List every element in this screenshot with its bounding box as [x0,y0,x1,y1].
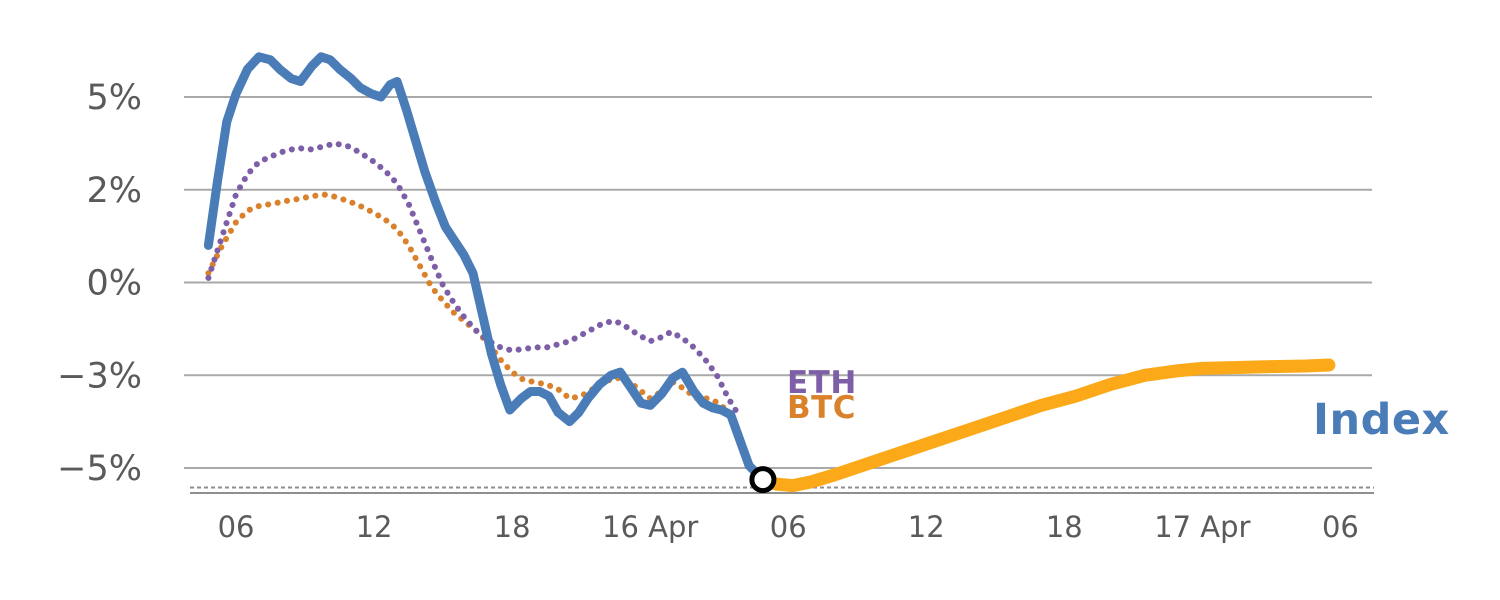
x-tick-label: 06 [1322,510,1359,544]
x-tick-label: 18 [1046,510,1083,544]
index-series-label: Index [1313,395,1450,445]
y-tick-label: −5% [57,449,142,489]
x-tick-label: 06 [218,510,255,544]
forecast-line [756,358,1336,493]
btc-series-label: BTC [787,390,857,426]
btc-line [205,191,734,418]
x-tick-label: 12 [356,510,393,544]
y-tick-label: 0% [86,264,142,304]
x-tick-label: 12 [908,510,945,544]
index-line [203,52,768,485]
y-tick-label: 2% [86,171,142,211]
y-tick-label: 5% [86,78,142,118]
x-tick-label: 18 [494,510,531,544]
x-tick-label: 17 Apr [1154,510,1250,544]
current-point-marker [749,466,777,494]
eth-series-label: ETH [787,365,857,401]
y-tick-label: −3% [57,356,142,396]
x-tick-label: 06 [770,510,807,544]
x-tick-label: 16 Apr [602,510,698,544]
